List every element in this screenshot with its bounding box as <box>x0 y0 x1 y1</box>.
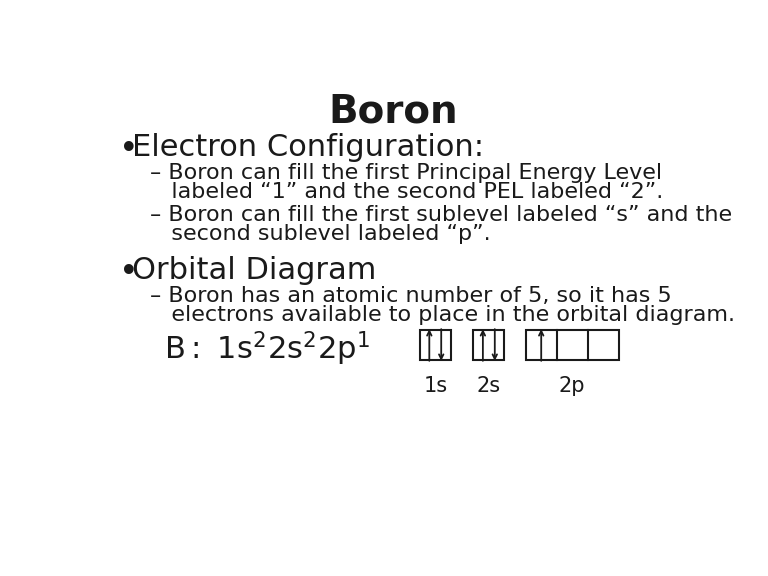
Text: Boron: Boron <box>329 92 458 130</box>
Text: 2p: 2p <box>559 376 585 396</box>
Text: – Boron can fill the first Principal Energy Level: – Boron can fill the first Principal Ene… <box>150 163 662 183</box>
Text: electrons available to place in the orbital diagram.: electrons available to place in the orbi… <box>150 305 734 325</box>
Text: $\mathsf{B: \ 1s^2 2s^2 2p^1}$: $\mathsf{B: \ 1s^2 2s^2 2p^1}$ <box>164 329 370 368</box>
Text: 1s: 1s <box>423 376 447 396</box>
Text: second sublevel labeled “p”.: second sublevel labeled “p”. <box>150 224 490 244</box>
Text: •: • <box>118 256 138 289</box>
Text: – Boron has an atomic number of 5, so it has 5: – Boron has an atomic number of 5, so it… <box>150 286 671 306</box>
Text: 2s: 2s <box>477 376 501 396</box>
FancyBboxPatch shape <box>420 330 451 360</box>
Text: labeled “1” and the second PEL labeled “2”.: labeled “1” and the second PEL labeled “… <box>150 182 663 202</box>
FancyBboxPatch shape <box>473 330 505 360</box>
Text: Electron Configuration:: Electron Configuration: <box>132 134 484 162</box>
FancyBboxPatch shape <box>526 330 618 360</box>
Text: •: • <box>118 134 138 166</box>
Text: – Boron can fill the first sublevel labeled “s” and the: – Boron can fill the first sublevel labe… <box>150 205 732 225</box>
Text: Orbital Diagram: Orbital Diagram <box>132 256 376 285</box>
